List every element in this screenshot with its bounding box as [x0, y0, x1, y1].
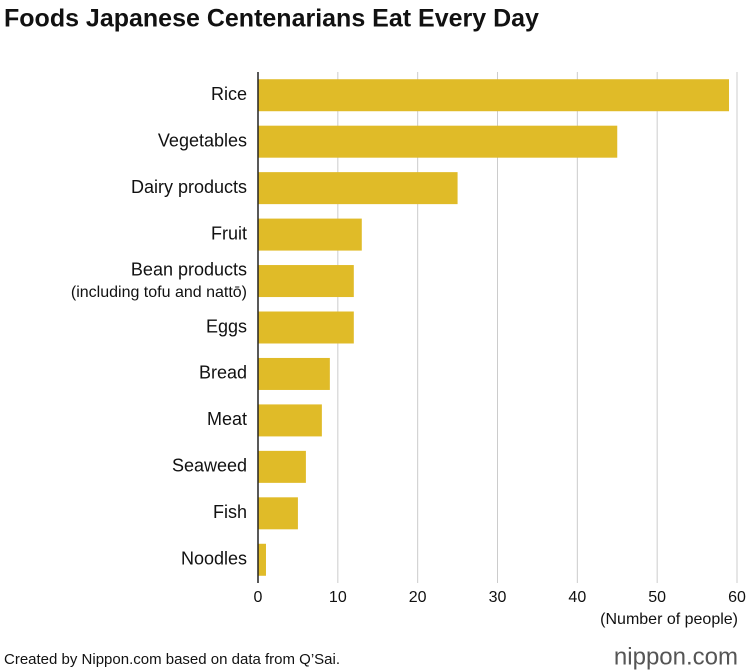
- x-tick-label: 20: [409, 589, 427, 606]
- bar: [258, 311, 354, 344]
- x-tick-label: 0: [254, 589, 263, 606]
- bar: [258, 218, 362, 251]
- bar: [258, 79, 730, 112]
- y-tick-label: Bread: [199, 363, 247, 383]
- x-tick-label: 30: [489, 589, 507, 606]
- y-tick-label: Eggs: [206, 316, 247, 336]
- x-axis-label: (Number of people): [600, 611, 738, 628]
- y-tick-label: Noodles: [181, 549, 247, 569]
- bar: [258, 450, 306, 483]
- bar: [258, 404, 322, 437]
- y-tick-label: Vegetables: [158, 130, 247, 150]
- x-tick-label: 60: [728, 589, 746, 606]
- x-tick-label: 40: [568, 589, 586, 606]
- x-tick-label: 50: [648, 589, 666, 606]
- bar: [258, 357, 330, 390]
- x-tick-label: 10: [329, 589, 347, 606]
- y-tick-label: Bean products: [131, 259, 247, 279]
- y-tick-label: Seaweed: [172, 456, 247, 476]
- bar: [258, 265, 354, 298]
- y-tick-label: Rice: [211, 84, 247, 104]
- y-tick-label: Dairy products: [131, 177, 247, 197]
- y-tick-label: Fruit: [211, 223, 247, 243]
- bar: [258, 543, 266, 576]
- y-tick-label: Fish: [213, 502, 247, 522]
- bar: [258, 125, 618, 158]
- chart-title: Foods Japanese Centenarians Eat Every Da…: [4, 5, 539, 33]
- y-tick-label: Meat: [207, 409, 247, 429]
- y-tick-label: (including tofu and nattō): [71, 284, 247, 301]
- bar: [258, 172, 458, 205]
- source-note: Created by Nippon.com based on data from…: [4, 651, 340, 668]
- logo: nippon.com: [614, 643, 738, 670]
- bar: [258, 497, 298, 530]
